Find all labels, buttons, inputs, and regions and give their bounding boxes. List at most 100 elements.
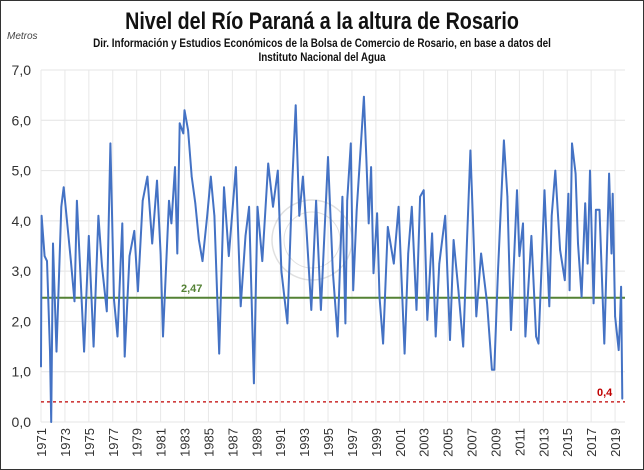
data-point <box>586 262 589 265</box>
data-point <box>620 285 622 288</box>
data-point <box>256 205 259 208</box>
reference-line-label: 0,4 <box>597 387 613 399</box>
data-point <box>564 279 566 281</box>
data-point <box>621 398 624 400</box>
data-point <box>286 322 289 325</box>
data-point <box>341 195 344 198</box>
data-point <box>62 186 65 188</box>
data-point <box>344 322 347 325</box>
data-point <box>603 342 606 345</box>
data-point <box>277 169 279 172</box>
data-point <box>444 215 447 217</box>
data-point <box>137 290 139 293</box>
data-point <box>121 222 124 225</box>
data-point <box>589 169 591 172</box>
data-point <box>503 139 505 142</box>
data-point <box>584 202 586 205</box>
x-tick-label: 1987 <box>225 428 240 457</box>
x-tick-label: 2019 <box>608 428 623 457</box>
data-point <box>80 300 83 303</box>
data-point <box>568 289 571 292</box>
data-point <box>83 350 85 353</box>
data-point <box>97 215 100 217</box>
data-point <box>574 172 577 175</box>
data-point <box>113 299 115 301</box>
y-tick-label: 2,0 <box>12 313 32 329</box>
data-point <box>198 239 200 241</box>
data-point <box>156 179 158 182</box>
data-point <box>548 305 551 308</box>
data-point <box>376 212 378 215</box>
x-tick-label: 1975 <box>82 428 97 457</box>
x-tick-label: 1977 <box>106 428 121 457</box>
x-tick-label: 1981 <box>154 428 169 457</box>
data-point <box>592 302 595 305</box>
data-point <box>178 122 181 125</box>
data-point <box>419 195 421 198</box>
data-point <box>554 169 557 172</box>
data-point <box>510 329 512 331</box>
data-point <box>116 335 119 338</box>
data-point <box>128 255 131 257</box>
data-point <box>378 295 381 298</box>
data-point <box>170 222 173 225</box>
data-point <box>370 166 372 168</box>
data-point <box>55 350 58 353</box>
data-point <box>218 352 221 355</box>
data-point <box>239 305 242 308</box>
data-point <box>168 199 170 202</box>
data-point <box>223 186 225 188</box>
x-tick-label: 1991 <box>273 428 288 457</box>
data-point <box>382 342 384 345</box>
x-tick-label: 1983 <box>178 428 193 457</box>
y-tick-label: 7,0 <box>12 62 32 78</box>
data-point <box>294 104 297 106</box>
x-tick-label: 2001 <box>393 428 408 457</box>
data-point <box>194 202 197 205</box>
x-tick-label: 1985 <box>201 428 216 457</box>
data-point <box>541 252 543 255</box>
data-point <box>355 208 358 211</box>
data-point <box>397 205 400 208</box>
data-point <box>595 208 597 211</box>
data-point <box>70 260 72 262</box>
chart-subtitle-line1: Dir. Información y Estudios Económicos d… <box>93 38 551 50</box>
data-point <box>105 310 108 313</box>
data-point <box>372 272 375 274</box>
chart-subtitle-line2: Instituto Nacional del Agua <box>258 52 386 64</box>
data-point <box>272 205 274 208</box>
data-point <box>109 142 112 145</box>
data-point <box>40 365 42 368</box>
x-tick-label: 2015 <box>560 428 575 457</box>
data-point <box>261 260 264 262</box>
data-point <box>598 208 601 211</box>
data-point <box>438 262 441 265</box>
data-point <box>183 109 186 112</box>
data-point <box>213 215 216 217</box>
data-point <box>518 255 521 257</box>
data-point <box>305 229 308 231</box>
x-tick-label: 1979 <box>130 428 145 457</box>
x-tick-label: 2003 <box>417 428 432 457</box>
reference-line-label: 2,47 <box>181 283 202 295</box>
data-point <box>530 235 533 237</box>
data-point <box>617 349 620 351</box>
data-point <box>535 335 537 338</box>
data-point <box>52 242 54 245</box>
data-point <box>619 322 621 325</box>
data-point <box>206 215 209 217</box>
data-point <box>431 232 433 235</box>
data-point <box>60 205 63 208</box>
data-point <box>493 368 496 371</box>
data-point <box>332 270 334 272</box>
data-point <box>267 162 270 165</box>
data-point <box>559 249 561 251</box>
data-point <box>469 149 472 152</box>
data-point <box>320 309 322 311</box>
data-point <box>457 289 460 292</box>
data-point <box>162 335 164 338</box>
data-point <box>516 189 518 191</box>
data-point <box>577 242 579 245</box>
data-point <box>462 345 464 348</box>
